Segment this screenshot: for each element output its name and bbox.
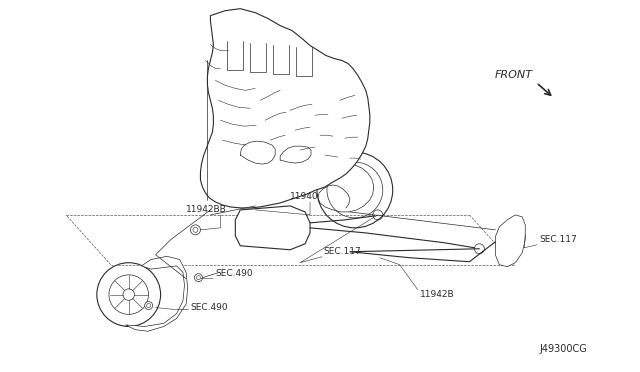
Text: J49300CG: J49300CG <box>539 344 587 355</box>
Polygon shape <box>200 9 370 208</box>
Circle shape <box>191 225 200 235</box>
Text: SEC.490: SEC.490 <box>191 303 228 312</box>
Polygon shape <box>495 215 525 267</box>
Polygon shape <box>236 206 310 250</box>
Circle shape <box>195 274 202 282</box>
Text: 11942BB: 11942BB <box>186 205 227 214</box>
Circle shape <box>97 263 161 327</box>
Text: SEC.490: SEC.490 <box>216 269 253 278</box>
Text: FRONT: FRONT <box>494 70 532 80</box>
Circle shape <box>145 302 152 310</box>
Text: SEC.117: SEC.117 <box>539 235 577 244</box>
Polygon shape <box>125 256 188 331</box>
Text: SEC.117: SEC.117 <box>323 247 361 256</box>
Text: 11942B: 11942B <box>420 290 454 299</box>
Text: 11940: 11940 <box>290 192 319 202</box>
